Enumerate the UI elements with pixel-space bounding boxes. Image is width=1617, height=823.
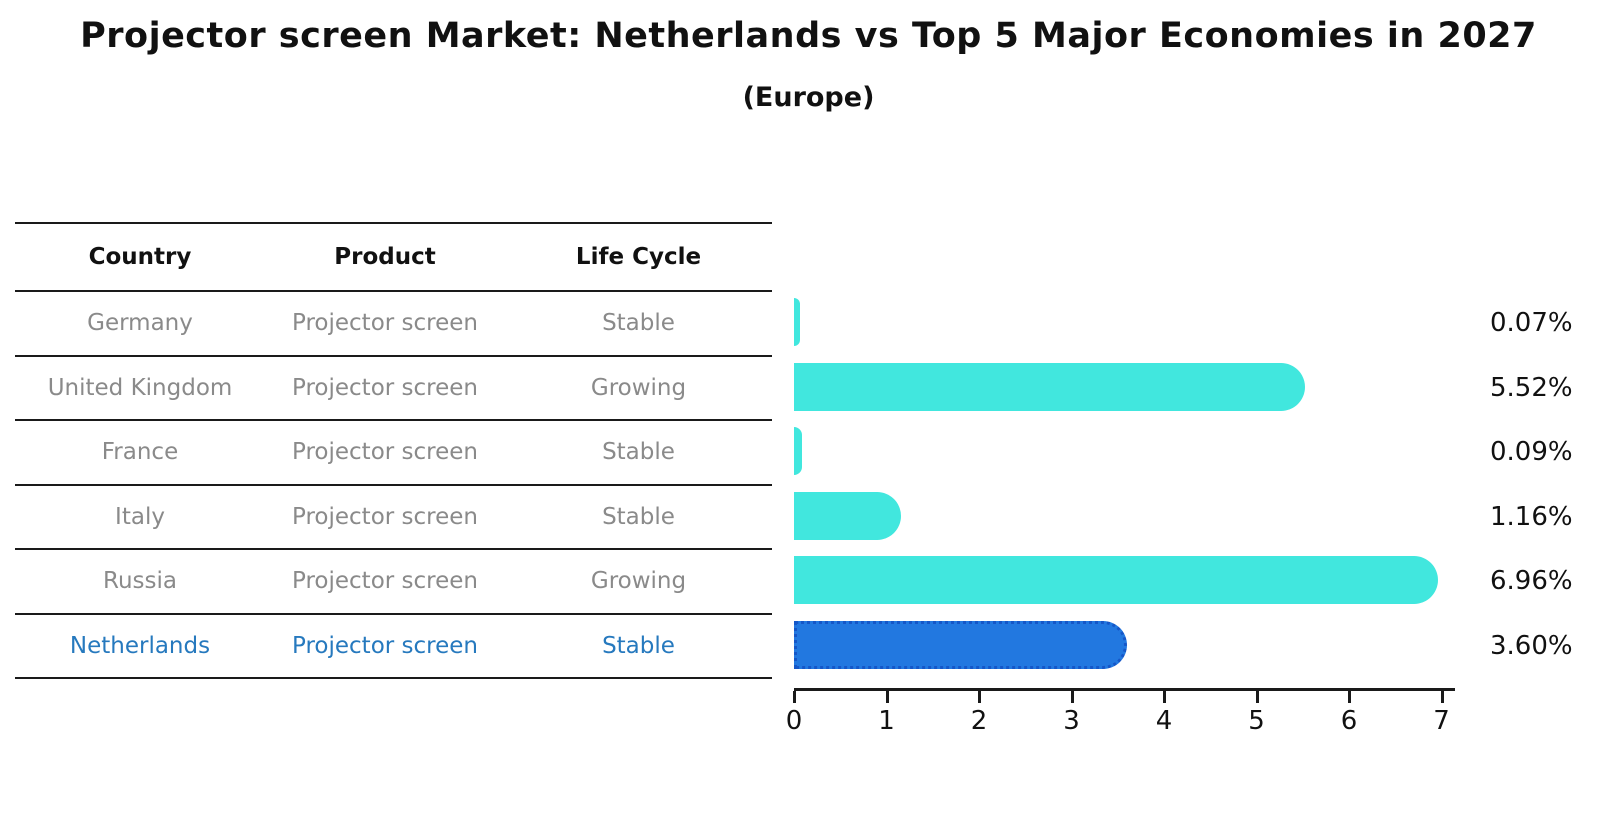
product-cell: Projector screen xyxy=(292,632,478,659)
country-cell: Russia xyxy=(103,568,177,595)
bar-germany xyxy=(794,298,801,346)
life-cycle-cell: Stable xyxy=(602,503,675,530)
x-tick-mark xyxy=(793,691,796,703)
x-tick-label: 1 xyxy=(878,706,895,736)
product-cell: Projector screen xyxy=(292,374,478,401)
bar-row-russia: 6.96% xyxy=(794,548,1617,613)
x-tick-mark xyxy=(885,691,889,703)
x-tick-label: 3 xyxy=(1063,706,1080,736)
column-header-country: Country xyxy=(88,244,192,270)
bar-italy xyxy=(794,491,902,540)
bar-plot: 0.07% 5.52% 0.09% 1.16% 6.96% 3.60% 0 1 2 3… xyxy=(786,222,1617,823)
x-tick-label: 7 xyxy=(1433,706,1450,736)
x-tick-mark xyxy=(1348,691,1351,703)
x-tick-label: 5 xyxy=(1248,706,1265,736)
value-label-italy: 1.16% xyxy=(1490,501,1573,532)
column-header-product: Product xyxy=(334,244,436,270)
x-axis-line xyxy=(794,688,1455,691)
country-cell: United Kingdom xyxy=(47,374,233,401)
column-header-life-cycle: Life Cycle xyxy=(575,244,702,270)
value-label-france: 0.09% xyxy=(1490,437,1573,468)
table-header-row: Country Product Life Cycle xyxy=(15,224,772,292)
product-cell: Projector screen xyxy=(292,503,478,530)
value-label-united-kingdom: 5.52% xyxy=(1490,372,1573,403)
product-cell: Projector screen xyxy=(292,568,478,595)
life-cycle-cell: Stable xyxy=(602,632,675,659)
x-tick-mark xyxy=(1070,691,1074,703)
x-tick-label: 2 xyxy=(970,706,988,736)
bar-row-netherlands: 3.60% xyxy=(794,613,1617,678)
bar-row-italy: 1.16% xyxy=(794,484,1617,549)
life-cycle-cell: Stable xyxy=(602,439,675,466)
value-label-germany: 0.07% xyxy=(1490,308,1573,339)
x-tick-label: 0 xyxy=(785,706,803,736)
bar-united-kingdom xyxy=(794,362,1305,411)
x-tick-mark xyxy=(978,691,981,703)
table-row-russia: Russia Projector screen Growing xyxy=(15,550,772,615)
life-cycle-cell: Growing xyxy=(590,374,687,401)
value-label-netherlands: 3.60% xyxy=(1490,630,1573,661)
country-cell: Germany xyxy=(87,310,193,337)
country-cell: France xyxy=(101,439,179,466)
data-table: Country Product Life Cycle Germany Proje… xyxy=(15,222,772,679)
bar-france xyxy=(794,427,803,475)
chart-title: Projector screen Market: Netherlands vs … xyxy=(80,16,1537,56)
life-cycle-cell: Stable xyxy=(602,310,675,337)
x-tick-mark xyxy=(1440,691,1444,703)
bar-row-united-kingdom: 5.52% xyxy=(794,355,1617,420)
chart-subtitle: (Europe) xyxy=(742,82,875,113)
life-cycle-cell: Growing xyxy=(590,568,687,595)
table-row-italy: Italy Projector screen Stable xyxy=(15,486,772,550)
country-cell: Netherlands xyxy=(69,632,211,659)
table-row-united-kingdom: United Kingdom Projector screen Growing xyxy=(15,357,772,421)
table-row-france: France Projector screen Stable xyxy=(15,421,772,486)
product-cell: Projector screen xyxy=(292,310,478,337)
bar-russia xyxy=(794,556,1438,604)
country-cell: Italy xyxy=(115,503,165,530)
bar-row-germany: 0.07% xyxy=(794,290,1617,355)
table-row-netherlands: Netherlands Projector screen Stable xyxy=(15,615,772,679)
product-cell: Projector screen xyxy=(292,439,478,466)
x-tick-label: 6 xyxy=(1340,706,1358,736)
x-tick-mark xyxy=(1255,691,1259,703)
value-label-russia: 6.96% xyxy=(1490,566,1573,597)
table-row-germany: Germany Projector screen Stable xyxy=(15,292,772,357)
x-tick-mark xyxy=(1163,691,1166,703)
bar-netherlands xyxy=(794,620,1127,669)
bar-row-france: 0.09% xyxy=(794,419,1617,484)
x-tick-label: 4 xyxy=(1155,706,1173,736)
